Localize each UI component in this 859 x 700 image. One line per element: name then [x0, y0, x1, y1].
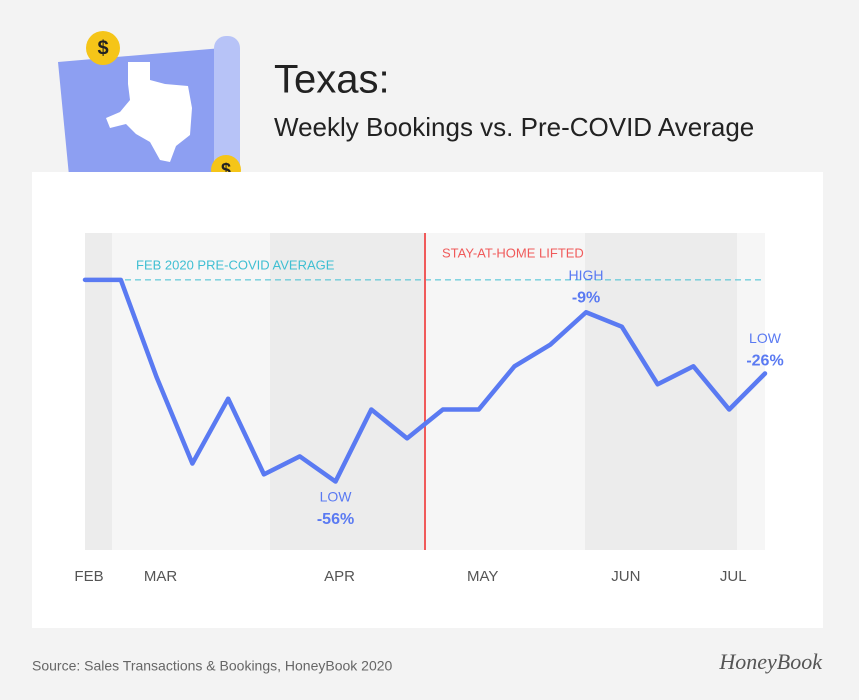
data-line [82, 277, 768, 484]
coin-symbol: $ [97, 37, 108, 59]
source-note: Source: Sales Transactions & Bookings, H… [32, 658, 393, 674]
x-tick-label: JUL [720, 568, 747, 585]
chart-subtitle: Weekly Bookings vs. Pre-COVID Average [274, 112, 754, 142]
coin-symbol: $ [221, 160, 231, 180]
brand-logo: HoneyBook [718, 649, 823, 674]
point-label: LOW [320, 488, 353, 504]
chart-title: Texas: [274, 58, 390, 102]
x-tick-label: JUN [611, 568, 640, 585]
point-label: LOW [749, 330, 782, 346]
value-label: -56% [317, 511, 354, 528]
reference-label: FEB 2020 PRE-COVID AVERAGE [136, 257, 335, 272]
event-label: STAY-AT-HOME LIFTED [442, 245, 584, 260]
point-label: HIGH [569, 267, 604, 283]
x-tick-label: APR [324, 568, 355, 585]
value-label: -9% [572, 289, 600, 306]
value-label: -26% [746, 353, 783, 370]
x-tick-label: MAR [144, 568, 178, 585]
x-tick-label: FEB [74, 568, 103, 585]
x-tick-label: MAY [467, 568, 498, 585]
